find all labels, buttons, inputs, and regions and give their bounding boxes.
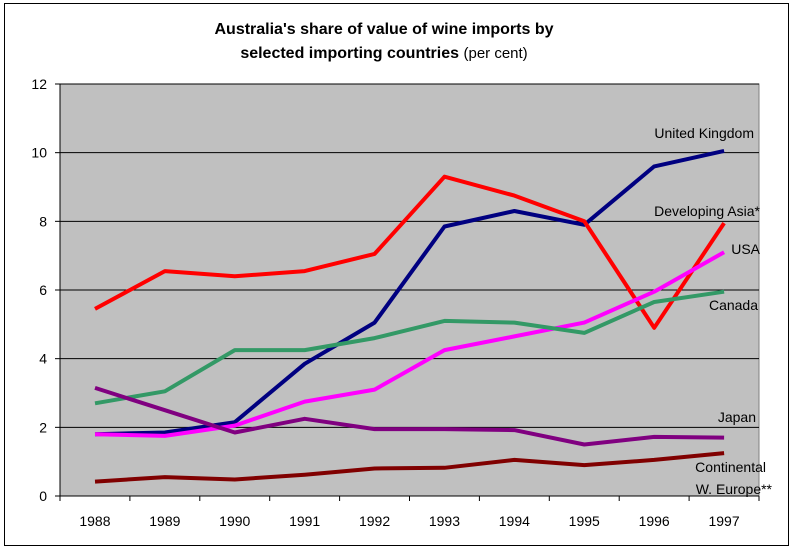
series-label: United Kingdom bbox=[654, 125, 754, 141]
x-tick-label: 1988 bbox=[79, 513, 110, 529]
chart-title-unit: (per cent) bbox=[463, 45, 527, 62]
series-label-line: Continental bbox=[695, 459, 766, 475]
y-tick-label: 8 bbox=[39, 213, 47, 229]
x-tick-label: 1994 bbox=[499, 513, 530, 529]
x-tick-label: 1991 bbox=[289, 513, 320, 529]
x-tick-label: 1995 bbox=[569, 513, 600, 529]
series-line bbox=[94, 451, 725, 484]
series-label: Continental W. Europe** bbox=[695, 459, 772, 497]
x-tick-label: 1997 bbox=[708, 513, 739, 529]
y-tick-label: 4 bbox=[39, 351, 47, 367]
y-tick-label: 2 bbox=[39, 419, 47, 435]
y-axis: 0 2 4 6 8 10 12 bbox=[31, 76, 61, 504]
series-line bbox=[94, 385, 725, 447]
series-line bbox=[94, 289, 725, 406]
y-tick-label: 6 bbox=[39, 282, 47, 298]
chart-title-main: selected importing countries bbox=[240, 45, 459, 62]
series-label: Developing Asia* bbox=[654, 203, 760, 219]
x-tick-label: 1992 bbox=[359, 513, 390, 529]
series-label-line: W. Europe** bbox=[696, 481, 773, 497]
series-label: USA bbox=[731, 241, 760, 257]
series-label: Japan bbox=[718, 409, 756, 425]
series-lines bbox=[94, 148, 726, 484]
x-tick-label: 1996 bbox=[639, 513, 670, 529]
chart-title-line1: Australia's share of value of wine impor… bbox=[214, 21, 553, 38]
y-tick-label: 12 bbox=[31, 76, 47, 92]
x-axis: 1988 1989 1990 1991 1992 1993 1994 1995 1996 1997 bbox=[59, 495, 760, 529]
series-line bbox=[94, 174, 726, 330]
x-tick-label: 1989 bbox=[149, 513, 180, 529]
grid-lines bbox=[60, 83, 759, 428]
y-tick-label: 10 bbox=[31, 145, 47, 161]
series-line bbox=[94, 148, 725, 437]
series-labels: United Kingdom Developing Asia* USA Canada J… bbox=[654, 125, 772, 497]
chart-title-line2: selected importing countries (per cent) bbox=[240, 45, 527, 62]
x-tick-label: 1990 bbox=[219, 513, 250, 529]
x-tick-label: 1993 bbox=[429, 513, 460, 529]
series-label: Canada bbox=[709, 297, 758, 313]
y-tick-label: 0 bbox=[39, 488, 47, 504]
series-line bbox=[94, 250, 726, 438]
